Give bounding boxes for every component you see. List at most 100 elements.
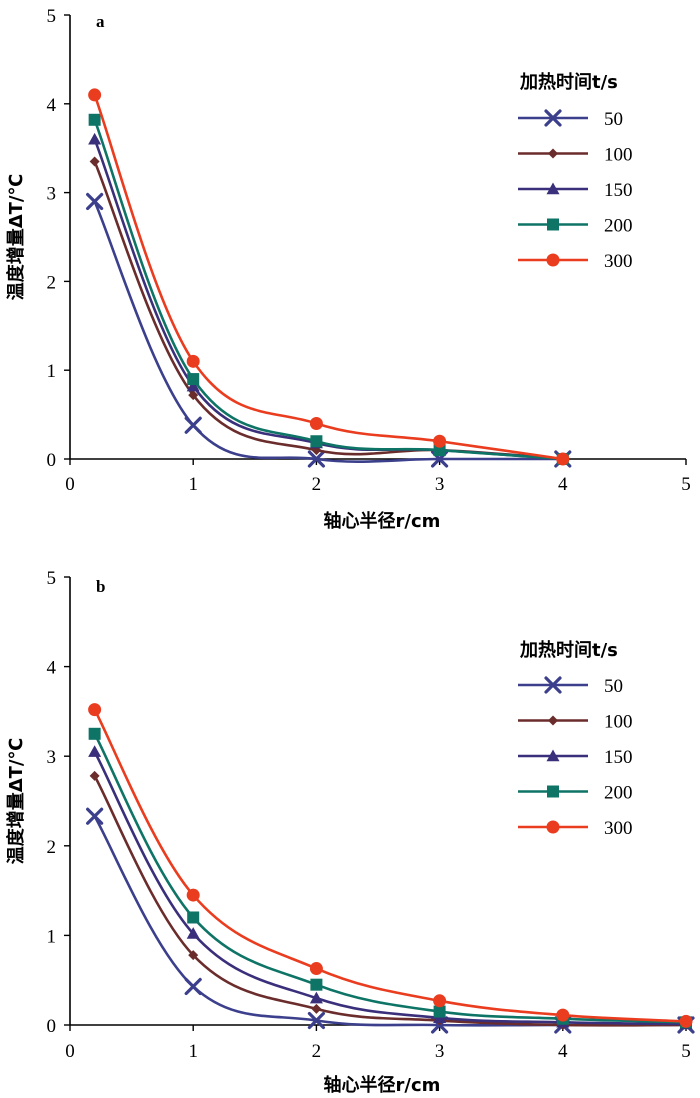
series-line-50 xyxy=(93,200,563,463)
legend-marker xyxy=(544,109,562,127)
y-tick-label: 2 xyxy=(47,272,57,293)
series-line-150 xyxy=(93,751,687,1026)
legend-marker xyxy=(547,218,559,231)
data-point-50 xyxy=(307,450,325,468)
data-point-300 xyxy=(88,88,102,102)
legend-marker xyxy=(546,253,560,267)
series-line-100 xyxy=(93,161,563,461)
data-point-200 xyxy=(187,911,200,924)
legend-item-200: 200 xyxy=(518,216,633,237)
data-point-200 xyxy=(433,1005,446,1018)
y-tick-label: 4 xyxy=(47,95,57,116)
data-point-300 xyxy=(309,416,323,430)
data-point-100 xyxy=(89,156,100,167)
series-150 xyxy=(88,745,693,1030)
data-point-300 xyxy=(309,962,323,976)
x-axis-title: 轴心半径r/cm xyxy=(324,1074,441,1096)
data-point-150 xyxy=(88,132,102,145)
series-150 xyxy=(88,132,570,465)
data-point-50 xyxy=(86,192,104,211)
legend-item-50: 50 xyxy=(518,676,623,697)
data-point-200 xyxy=(88,727,101,740)
data-point-200 xyxy=(310,435,323,448)
x-tick-label: 1 xyxy=(188,1041,198,1062)
series-line-150 xyxy=(93,138,563,461)
legend-label: 200 xyxy=(604,216,633,237)
x-tick-label: 1 xyxy=(188,474,198,495)
data-point-150 xyxy=(88,745,102,757)
series-line-200 xyxy=(93,733,687,1024)
legend: 加热时间t/s 50 100 150 200 300 xyxy=(518,71,633,272)
x-tick-label: 4 xyxy=(558,474,568,495)
legend-item-100: 100 xyxy=(518,712,633,733)
x-tick-label: 2 xyxy=(312,474,322,495)
data-point-300 xyxy=(679,1014,693,1028)
data-point-300 xyxy=(556,452,570,466)
data-point-300 xyxy=(186,888,200,902)
data-point-50 xyxy=(184,977,202,996)
y-tick-label: 4 xyxy=(47,658,57,679)
data-point-50 xyxy=(307,1011,325,1030)
legend-marker xyxy=(547,785,559,798)
legend-label: 100 xyxy=(604,145,633,166)
series-100 xyxy=(89,156,568,464)
x-tick-label: 5 xyxy=(681,1041,691,1062)
x-tick-label: 5 xyxy=(681,474,691,495)
data-point-100 xyxy=(188,950,199,961)
series-line-100 xyxy=(93,775,687,1027)
y-tick-label: 5 xyxy=(47,6,57,27)
legend-label: 300 xyxy=(604,818,633,839)
legend-marker xyxy=(546,820,560,834)
legend: 加热时间t/s 50 100 150 200 300 xyxy=(518,639,633,839)
legend-marker xyxy=(548,148,558,159)
legend-item-300: 300 xyxy=(518,251,633,272)
y-tick-label: 1 xyxy=(47,361,57,382)
legend-marker xyxy=(546,182,560,195)
data-point-300 xyxy=(556,1008,570,1022)
panel-label: b xyxy=(96,577,105,596)
data-point-150 xyxy=(186,927,200,939)
legend-label: 150 xyxy=(604,180,633,201)
panel-label: a xyxy=(96,12,105,31)
legend-label: 150 xyxy=(604,747,633,768)
y-tick-label: 3 xyxy=(47,747,57,768)
legend-marker xyxy=(548,715,558,726)
data-point-200 xyxy=(310,978,323,991)
legend-title: 加热时间t/s xyxy=(519,639,618,661)
x-tick-label: 0 xyxy=(65,1041,75,1062)
series-line-300 xyxy=(93,708,687,1023)
y-tick-label: 5 xyxy=(47,568,57,589)
legend-item-150: 150 xyxy=(518,747,633,768)
x-tick-label: 4 xyxy=(558,1041,568,1062)
legend-title: 加热时间t/s xyxy=(519,71,618,93)
y-axis-title: 温度增量ΔT/℃ xyxy=(5,174,27,301)
y-tick-label: 3 xyxy=(47,184,57,205)
y-axis-title: 温度增量ΔT/℃ xyxy=(5,738,27,865)
data-point-100 xyxy=(311,1003,322,1014)
data-point-100 xyxy=(188,390,199,401)
legend-label: 50 xyxy=(604,676,623,697)
x-tick-label: 3 xyxy=(435,474,445,495)
y-tick-label: 0 xyxy=(47,450,57,471)
data-point-100 xyxy=(89,770,100,781)
legend-label: 100 xyxy=(604,712,633,733)
data-point-150 xyxy=(186,379,200,392)
y-tick-label: 1 xyxy=(47,926,57,947)
data-point-150 xyxy=(309,991,323,1004)
data-point-300 xyxy=(88,703,102,717)
legend-label: 300 xyxy=(604,251,633,272)
x-tick-label: 0 xyxy=(65,474,75,495)
data-point-50 xyxy=(86,807,104,825)
y-tick-label: 2 xyxy=(47,837,57,858)
legend-item-100: 100 xyxy=(518,145,633,166)
data-point-200 xyxy=(88,113,101,126)
x-tick-label: 3 xyxy=(435,1041,445,1062)
series-line-300 xyxy=(93,94,563,461)
series-200 xyxy=(88,113,569,465)
legend-marker xyxy=(546,749,560,762)
legend-item-150: 150 xyxy=(518,180,633,201)
legend-marker xyxy=(544,676,562,694)
